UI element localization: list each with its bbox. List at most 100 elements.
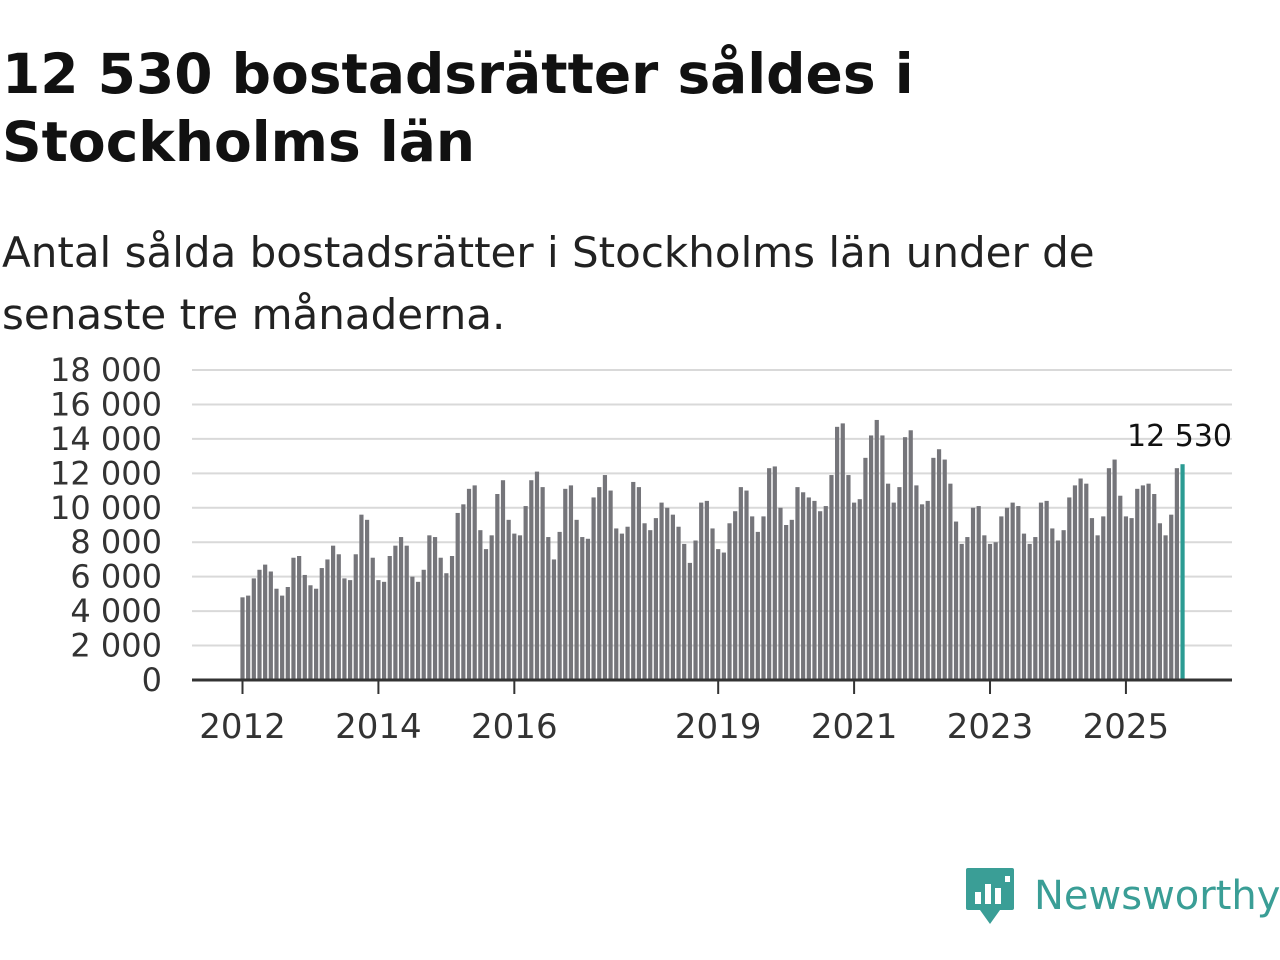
bar [331, 545, 336, 680]
bar [1055, 540, 1061, 680]
bar [359, 514, 364, 680]
bar [364, 519, 370, 680]
bar [268, 571, 273, 680]
bar [670, 514, 675, 680]
bar [693, 540, 698, 680]
bar [1021, 533, 1027, 680]
bar [280, 595, 285, 680]
bar [370, 557, 375, 680]
bar [421, 569, 426, 680]
bar [942, 459, 947, 680]
bar [801, 492, 806, 680]
bar [302, 574, 307, 680]
bar [1061, 530, 1066, 680]
bar [806, 497, 811, 680]
bar [455, 512, 460, 680]
bar [653, 518, 658, 680]
bar [568, 485, 574, 680]
bar [574, 519, 579, 680]
bar [540, 487, 545, 680]
bar [885, 483, 891, 680]
bar [483, 549, 489, 680]
bar [835, 426, 840, 680]
bar [1118, 495, 1123, 680]
bar [381, 581, 387, 680]
bar [523, 506, 528, 680]
bar [246, 595, 251, 680]
y-tick-label: 16 000 [50, 385, 162, 423]
bar [308, 585, 313, 680]
bar [1084, 483, 1089, 680]
bar [829, 475, 834, 680]
bar [953, 521, 959, 680]
chart-title: 12 530 bostadsrätter såldes i Stockholms… [2, 42, 914, 174]
bar [1027, 543, 1032, 680]
bar [591, 497, 596, 680]
x-tick-label: 2023 [947, 707, 1034, 747]
bar [665, 507, 670, 680]
y-tick-label: 6 000 [70, 558, 162, 596]
bar [580, 537, 585, 680]
bar [761, 516, 766, 680]
bar [1101, 516, 1106, 680]
bar [948, 483, 953, 680]
bar [965, 537, 970, 680]
bar [449, 556, 455, 680]
bar [495, 494, 500, 680]
bar [784, 525, 789, 680]
y-tick-label: 14 000 [50, 420, 162, 458]
bar [852, 502, 857, 680]
brand-name: Newsworthy [1034, 873, 1280, 919]
x-tick-label: 2021 [811, 707, 898, 747]
bar [319, 568, 324, 680]
bar [353, 554, 358, 680]
bar [461, 504, 466, 680]
y-tick-label: 2 000 [70, 627, 162, 665]
bar [314, 588, 319, 680]
bar [993, 542, 998, 680]
bar [529, 480, 534, 680]
bar [398, 537, 404, 680]
bars [240, 419, 1185, 680]
bar [512, 533, 517, 680]
bar [999, 516, 1004, 680]
bar [676, 526, 681, 680]
bar [1072, 485, 1078, 680]
bar [1174, 468, 1179, 680]
bar [404, 545, 409, 680]
bar [1123, 516, 1129, 680]
bar [925, 500, 930, 680]
bar [682, 543, 687, 680]
bar [1135, 488, 1140, 680]
bar [625, 526, 630, 680]
bar [1016, 506, 1021, 680]
bar [274, 588, 279, 680]
bar [868, 435, 874, 680]
bar [1067, 497, 1072, 680]
bar [1163, 535, 1168, 680]
bar [472, 485, 477, 680]
bar [415, 581, 421, 680]
bar [897, 487, 902, 680]
y-tick-label: 4 000 [70, 592, 162, 630]
bar [285, 587, 290, 680]
bar [902, 437, 908, 680]
bar [257, 569, 262, 680]
bar [347, 580, 353, 680]
bar [733, 511, 738, 680]
bar [551, 559, 557, 680]
bar [891, 502, 896, 680]
bar [710, 528, 715, 680]
bar [263, 564, 268, 680]
bar [546, 537, 551, 680]
bar [1004, 507, 1010, 680]
bar [704, 500, 709, 680]
bar [297, 556, 302, 680]
bar [1129, 518, 1134, 680]
bar [727, 523, 732, 680]
bar [500, 480, 506, 680]
x-axis: 2012 2014 2016 2019 2021 2023 2025 [199, 680, 1169, 747]
bar [936, 449, 942, 680]
y-tick-label: 0 [142, 661, 162, 699]
